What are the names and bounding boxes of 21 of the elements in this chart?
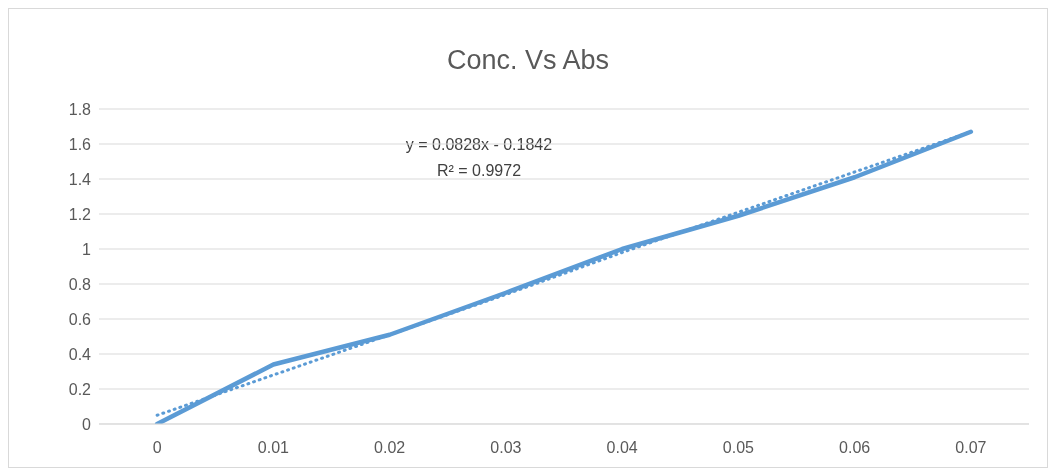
x-tick-label: 0 xyxy=(152,439,162,457)
x-tick-label: 0.07 xyxy=(955,439,987,457)
y-tick-label: 0.4 xyxy=(68,345,92,363)
chart-title: Conc. Vs Abs xyxy=(445,45,611,76)
y-tick-label: 0.2 xyxy=(68,380,92,398)
annotation: R² = 0.9972 xyxy=(435,161,523,181)
x-tick-label: 0.04 xyxy=(606,439,638,457)
y-tick-label: 1.6 xyxy=(68,135,92,153)
y-tick-label: 1.8 xyxy=(68,100,92,118)
y-tick-label: 0.8 xyxy=(68,275,92,293)
x-tick-label: 0.06 xyxy=(839,439,871,457)
x-tick-label: 0.03 xyxy=(490,439,522,457)
x-tick-label: 0.01 xyxy=(257,439,290,457)
y-tick-label: 0.6 xyxy=(68,310,92,328)
y-tick-label: 1 xyxy=(82,240,92,258)
y-tick-label: 1.4 xyxy=(68,170,92,188)
annotation: y = 0.0828x - 0.1842 xyxy=(404,135,554,155)
y-tick-label: 1.2 xyxy=(68,205,92,223)
y-tick-label: 0 xyxy=(82,415,92,433)
x-tick-label: 0.05 xyxy=(722,439,755,457)
x-tick-label: 0.02 xyxy=(374,439,406,457)
